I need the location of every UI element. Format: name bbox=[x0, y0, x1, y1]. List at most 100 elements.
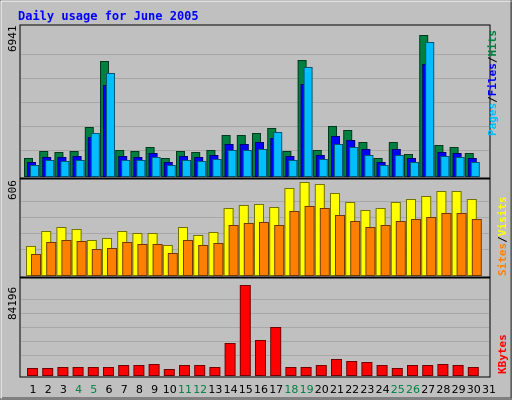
kbytes-bar-kbytes-day-14 bbox=[224, 343, 236, 376]
kbytes-bar-kbytes-day-20 bbox=[315, 365, 327, 376]
hits-bar-pages-day-17 bbox=[273, 132, 283, 177]
x-tick-label-day-7: 7 bbox=[121, 383, 128, 396]
hits-bar-pages-day-19 bbox=[303, 67, 313, 177]
visits-bar-sites-day-21 bbox=[335, 215, 345, 276]
visits-legend: Sites/Visits bbox=[496, 197, 509, 277]
visits-bar-sites-day-29 bbox=[456, 213, 467, 276]
x-tick-label-day-24: 24 bbox=[376, 383, 390, 396]
visits-bar-sites-day-20 bbox=[319, 208, 330, 276]
visits-bar-sites-day-3 bbox=[61, 240, 72, 276]
kbytes-bar-kbytes-day-17 bbox=[270, 327, 282, 376]
x-tick-label-day-23: 23 bbox=[360, 383, 374, 396]
kbytes-bar-kbytes-day-19 bbox=[300, 367, 312, 376]
hits-bar-pages-day-15 bbox=[242, 150, 252, 177]
kbytes-legend: KBytes bbox=[496, 334, 509, 374]
hits-bar-pages-day-30 bbox=[470, 162, 480, 177]
x-tick-label-day-11: 11 bbox=[178, 383, 192, 396]
hits-bar-pages-day-11 bbox=[182, 160, 191, 177]
hits-bar-pages-day-23 bbox=[364, 155, 374, 177]
kbytes-bar-kbytes-day-23 bbox=[361, 362, 373, 376]
kbytes-bar-kbytes-day-13 bbox=[209, 367, 221, 376]
x-tick-label-day-14: 14 bbox=[224, 383, 238, 396]
visits-ymax-label: 606 bbox=[6, 180, 19, 200]
x-tick-label-day-18: 18 bbox=[284, 383, 298, 396]
bars bbox=[24, 35, 482, 376]
chart-title: Daily usage for June 2005 bbox=[18, 9, 199, 23]
x-axis-day-labels: 1 2 3 4 5 6 7 8 9 10 11 12 13 14 15 16 17 18 19 20 21 22 23 24 2… bbox=[30, 383, 497, 396]
hits-bar-pages-day-12 bbox=[197, 161, 207, 177]
x-tick-label-day-26: 26 bbox=[406, 383, 420, 396]
x-tick-label-day-22: 22 bbox=[345, 383, 359, 396]
x-tick-label-day-28: 28 bbox=[436, 383, 450, 396]
x-tick-label-day-27: 27 bbox=[421, 383, 435, 396]
visits-bar-sites-day-5 bbox=[91, 249, 102, 276]
kbytes-bar-kbytes-day-9 bbox=[148, 364, 160, 376]
visits-bar-sites-day-2 bbox=[46, 242, 57, 276]
kbytes-bar-kbytes-day-10 bbox=[163, 369, 175, 376]
visits-bar-sites-day-15 bbox=[243, 223, 254, 276]
kbytes-bar-kbytes-day-26 bbox=[407, 365, 418, 376]
x-tick-label-day-17: 17 bbox=[269, 383, 283, 396]
visits-bar-sites-day-23 bbox=[365, 227, 376, 276]
visits-bar-sites-day-11 bbox=[183, 240, 193, 276]
kbytes-bar-kbytes-day-4 bbox=[72, 367, 84, 376]
visits-bar-sites-day-9 bbox=[152, 244, 163, 276]
x-tick-label-day-5: 5 bbox=[90, 383, 97, 396]
x-tick-label-day-21: 21 bbox=[330, 383, 344, 396]
hits-bar-pages-day-22 bbox=[349, 147, 359, 177]
hits-bar-pages-day-29 bbox=[455, 157, 465, 177]
hits-bar-pages-day-20 bbox=[318, 159, 328, 177]
x-tick-label-day-4: 4 bbox=[75, 383, 82, 396]
visits-bar-sites-day-6 bbox=[107, 248, 117, 276]
legend-visits: Visits bbox=[496, 197, 509, 237]
x-tick-label-day-15: 15 bbox=[239, 383, 253, 396]
visits-bar-sites-day-14 bbox=[228, 225, 239, 276]
kbytes-bar-kbytes-day-1 bbox=[27, 368, 38, 376]
visits-bar-sites-day-7 bbox=[122, 242, 133, 276]
visits-bar-sites-day-10 bbox=[167, 253, 178, 276]
visits-bar-sites-day-24 bbox=[380, 225, 391, 276]
kbytes-bar-kbytes-day-22 bbox=[346, 361, 358, 376]
visits-bar-sites-day-17 bbox=[274, 225, 285, 276]
kbytes-bar-kbytes-day-5 bbox=[87, 367, 99, 376]
visits-bar-sites-day-16 bbox=[259, 222, 269, 276]
kbytes-bar-kbytes-day-12 bbox=[194, 365, 206, 376]
visits-bar-sites-day-22 bbox=[350, 221, 361, 276]
kbytes-bar-kbytes-day-24 bbox=[376, 365, 388, 376]
kbytes-bar-kbytes-day-28 bbox=[437, 364, 449, 376]
x-tick-label-day-6: 6 bbox=[106, 383, 113, 396]
x-tick-label-day-12: 12 bbox=[193, 383, 207, 396]
kbytes-bar-kbytes-day-21 bbox=[331, 359, 342, 376]
hits-bar-pages-day-13 bbox=[212, 159, 222, 177]
hits-bar-pages-day-7 bbox=[121, 160, 131, 177]
x-tick-label-day-19: 19 bbox=[300, 383, 314, 396]
hits-bar-pages-day-21 bbox=[334, 144, 343, 177]
x-tick-label-day-13: 13 bbox=[208, 383, 222, 396]
x-tick-label-day-30: 30 bbox=[467, 383, 481, 396]
hits-bar-pages-day-4 bbox=[75, 160, 85, 177]
hits-bar-pages-day-24 bbox=[379, 165, 389, 177]
kbytes-bar-kbytes-day-30 bbox=[467, 367, 479, 376]
hits-bar-pages-day-5 bbox=[90, 133, 100, 177]
kbytes-bar-kbytes-day-29 bbox=[452, 365, 464, 376]
hits-bar-pages-day-16 bbox=[258, 149, 267, 177]
visits-bar-sites-day-28 bbox=[441, 213, 452, 276]
visits-bar-sites-day-27 bbox=[426, 217, 437, 276]
kbytes-bar-kbytes-day-2 bbox=[42, 368, 54, 376]
x-tick-label-day-8: 8 bbox=[136, 383, 143, 396]
visits-bar-sites-day-1 bbox=[31, 254, 41, 276]
visits-bar-sites-day-4 bbox=[76, 241, 87, 276]
kbytes-bar-kbytes-day-18 bbox=[285, 367, 297, 376]
x-tick-label-day-29: 29 bbox=[452, 383, 466, 396]
hits-bar-pages-day-25 bbox=[394, 155, 404, 177]
hits-bar-pages-day-2 bbox=[45, 160, 55, 177]
kbytes-bar-kbytes-day-15 bbox=[239, 285, 251, 376]
visits-bar-sites-day-13 bbox=[213, 243, 224, 276]
visits-bar-sites-day-8 bbox=[137, 244, 148, 276]
hits-bar-pages-day-27 bbox=[425, 42, 435, 177]
hits-bar-pages-day-14 bbox=[227, 150, 237, 177]
hits-bar-pages-day-18 bbox=[288, 160, 298, 177]
legend-sites: Sites bbox=[496, 243, 509, 276]
x-tick-label-day-25: 25 bbox=[391, 383, 405, 396]
